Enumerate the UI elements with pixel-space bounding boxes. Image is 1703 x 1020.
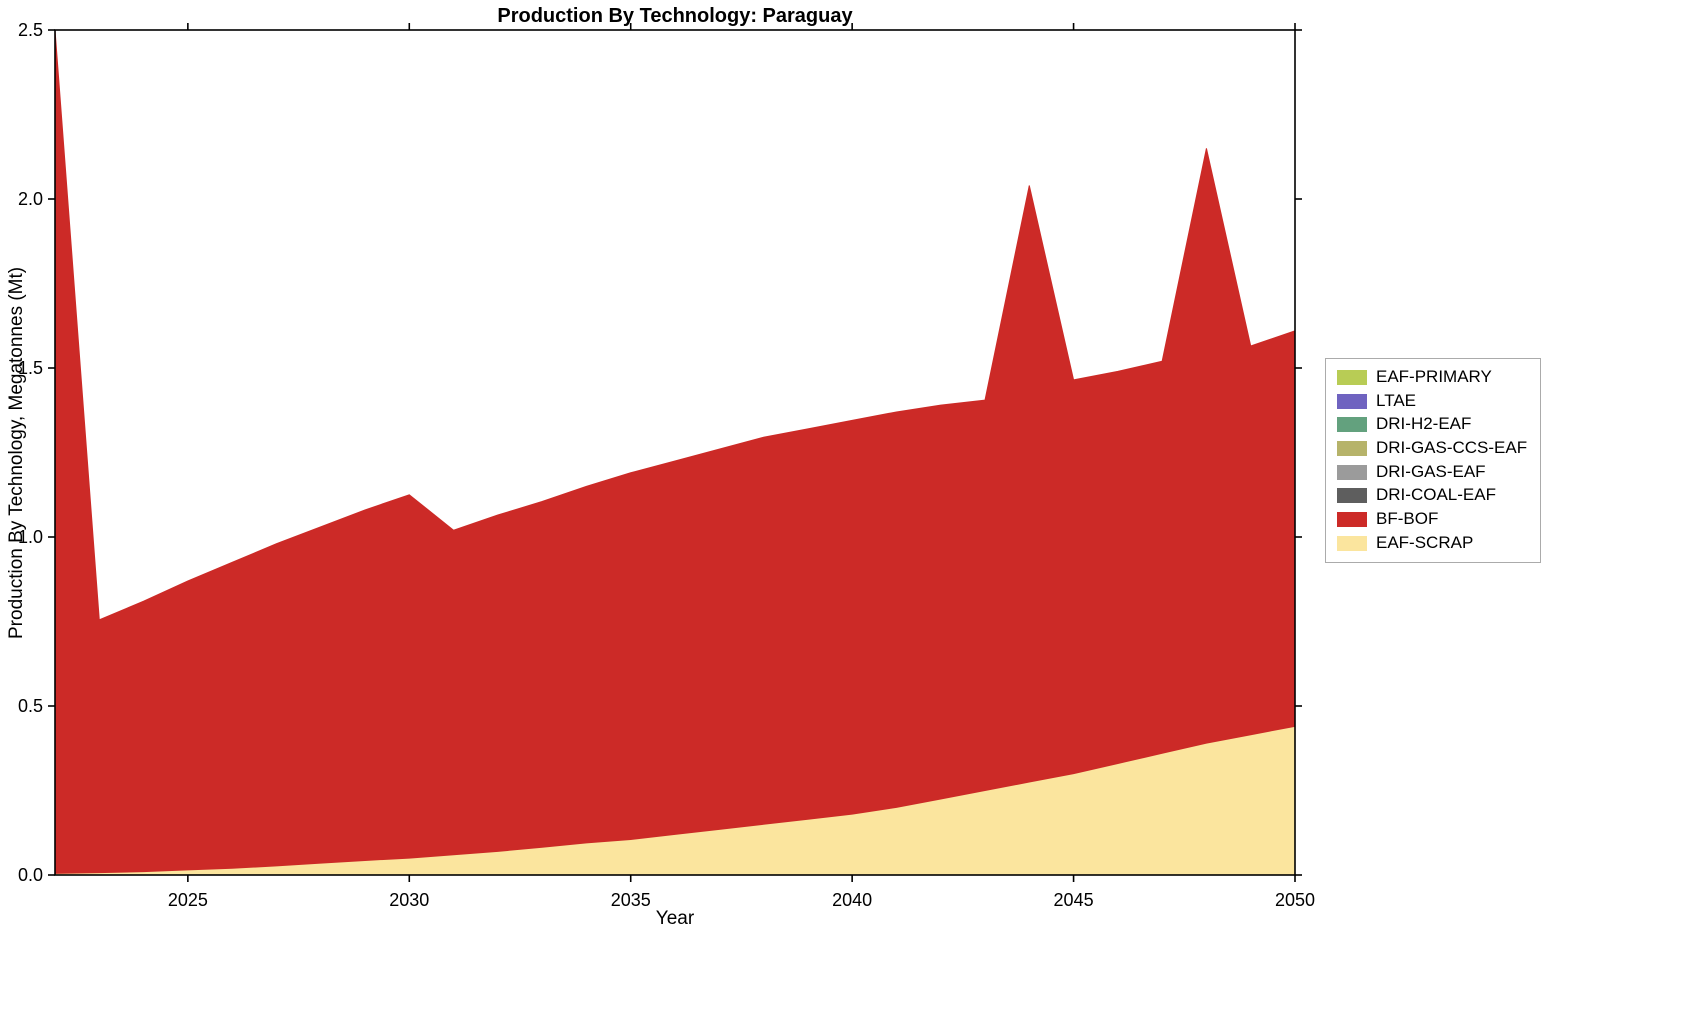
x-axis-label: Year (655, 908, 695, 929)
legend-label: DRI-GAS-CCS-EAF (1376, 438, 1528, 458)
y-tick-label: 1.0 (18, 527, 43, 547)
area-BF-BOF (54, 29, 1296, 874)
x-tick-label: 2040 (832, 890, 872, 910)
legend-swatch (1337, 535, 1367, 551)
legend-label: DRI-COAL-EAF (1376, 485, 1496, 505)
legend-label: LTAE (1376, 390, 1416, 410)
legend-label: EAF-PRIMARY (1376, 367, 1492, 386)
y-tick-label: 0.0 (18, 865, 43, 885)
legend-swatch (1337, 511, 1367, 527)
x-tick-label: 2045 (1054, 890, 1094, 910)
legend-swatch (1337, 393, 1367, 409)
legend-item-dri-gas-ccs-eaf: DRI-GAS-CCS-EAF (1337, 438, 1528, 458)
legend-item-eaf-primary: EAF-PRIMARY (1337, 367, 1527, 387)
x-tick-label: 2035 (611, 890, 651, 910)
x-tick-label: 2025 (168, 890, 208, 910)
chart-title: Production By Technology: Paraguay (497, 5, 853, 27)
legend-swatch (1337, 417, 1367, 433)
legend-swatch (1337, 464, 1367, 480)
legend-item-ltae: LTAE (1337, 390, 1527, 411)
legend-label: DRI-H2-EAF (1376, 414, 1472, 434)
legend-item-dri-gas-eaf: DRI-GAS-EAF (1337, 461, 1527, 482)
legend-swatch (1337, 369, 1367, 385)
legend: EAF-PRIMARY LTAE DRI-H2-EAF DRI-GAS-CCS-EAF… (1325, 358, 1542, 563)
y-tick-label: 0.5 (18, 696, 43, 716)
y-axis-label: Production By Technology, Megatonnes (Mt… (6, 266, 27, 639)
y-tick-label: 2.5 (18, 20, 43, 40)
legend-label: BF-BOF (1376, 509, 1439, 529)
y-tick-label: 2.0 (18, 189, 43, 209)
x-tick-label: 2050 (1275, 890, 1315, 910)
x-tick-label: 2030 (389, 890, 429, 910)
legend-label: DRI-GAS-EAF (1376, 461, 1486, 481)
legend-swatch (1337, 440, 1367, 456)
legend-swatch (1337, 488, 1367, 504)
legend-item-dri-coal-eaf: DRI-COAL-EAF (1337, 486, 1527, 505)
legend-item-eaf-scrap: EAF-SCRAP (1337, 532, 1527, 553)
legend-item-bf-bof: BF-BOF (1337, 509, 1527, 529)
legend-label: EAF-SCRAP (1376, 532, 1474, 552)
plot-border (54, 29, 1296, 876)
legend-item-dri-h2-eaf: DRI-H2-EAF (1337, 415, 1527, 434)
y-tick-label: 1.5 (18, 358, 43, 378)
